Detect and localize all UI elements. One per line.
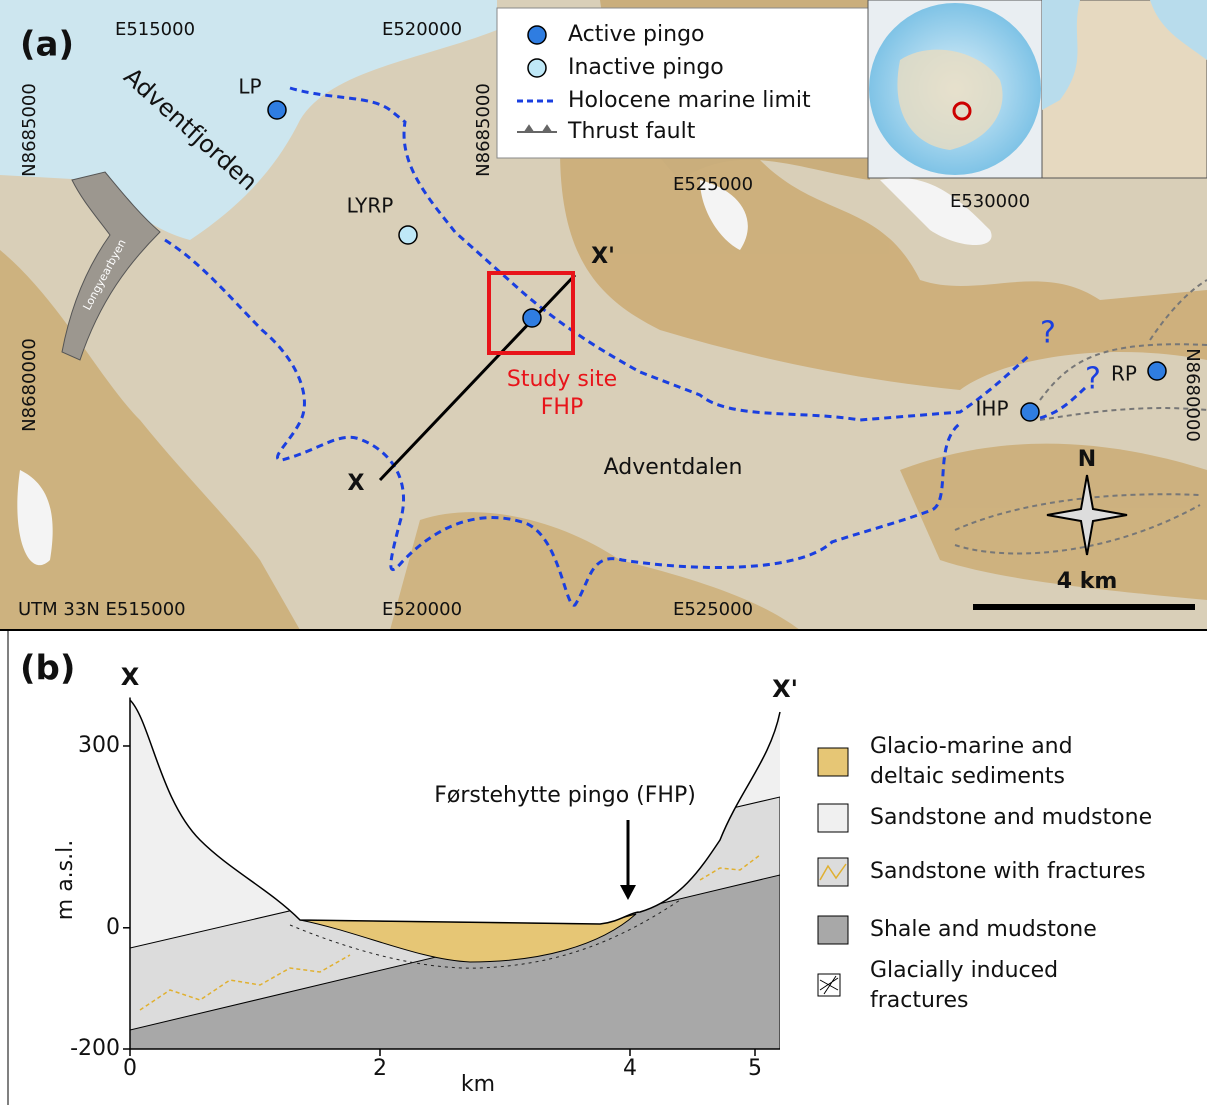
pingo-label: LYRP [347,194,394,218]
panel-label: (b) [20,649,75,689]
figure: Longyearbyen (a) E515000 E520000 E525000… [0,0,1207,1105]
x-tick-label: 2 [373,1056,387,1081]
y-tick-label: 300 [78,733,120,758]
x-axis-label: km [461,1072,495,1097]
legend-label: deltaic sediments [870,764,1065,789]
profile-end: X' [772,675,798,703]
legend-label: Sandstone and mudstone [870,805,1152,830]
pingo-label: IHP [976,397,1009,421]
x-tick-label: 5 [748,1056,762,1081]
coord-label: N8685000 [473,83,494,177]
panel-label: (a) [20,25,74,65]
profile-end: X [348,471,365,496]
legend-label: Inactive pingo [568,55,724,80]
coord-label: E515000 [115,19,195,40]
legend-swatch [818,858,848,886]
legend-swatch [818,916,848,944]
profile-end: X [121,663,140,691]
coord-label: E520000 [382,599,462,620]
pingo-label: LP [238,75,261,99]
legend-label: Active pingo [568,22,705,47]
coord-label: UTM 33N E515000 [18,599,186,620]
active-pingo [1148,362,1166,380]
scale-label: 4 km [1057,569,1118,594]
annotation-arrowhead [620,885,636,900]
legend-label: Sandstone with fractures [870,859,1146,884]
coord-label: E530000 [950,191,1030,212]
page: Adventdalen pingo map and cross-section … [0,0,1207,1105]
legend: Glacio-marine and deltaic sediments Sandst… [870,734,1152,1013]
legend-label: Thrust fault [567,119,696,144]
legend-label: Shale and mudstone [870,917,1097,942]
legend-swatch [818,748,848,776]
legend-symbol [528,26,546,44]
study-site-label: FHP [541,395,583,420]
place-label: Adventdalen [604,455,743,480]
y-tick-label: -200 [70,1036,120,1061]
x-tick-label: 4 [623,1056,637,1081]
coord-label: E520000 [382,19,462,40]
coord-label: E525000 [673,599,753,620]
y-tick-label: 0 [106,915,120,940]
study-site-label: Study site [507,367,617,392]
legend-label: fractures [870,988,969,1013]
active-pingo [1021,403,1039,421]
geology [130,690,780,1050]
pingo-label: RP [1111,362,1137,386]
legend-swatch [818,804,848,832]
inactive-pingo [399,226,417,244]
legend-label: Holocene marine limit [568,88,811,113]
annotation: Førstehytte pingo (FHP) [434,783,696,808]
active-pingo [523,309,541,327]
coord-label: N8680000 [19,338,40,432]
body: Longyearbyen (a) E515000 E520000 E525000… [0,0,1207,1105]
legend-label: Glacially induced [870,958,1058,983]
unknown-mark: ? [1040,316,1056,351]
coord-label: N8680000 [1182,348,1203,442]
unknown-mark: ? [1085,362,1101,397]
coord-label: N8685000 [19,83,40,177]
profile-end: X' [591,244,615,269]
y-axis-label: m a.s.l. [53,840,78,920]
x-tick-label: 0 [123,1056,137,1081]
legend-symbol [528,59,546,77]
coord-label: E525000 [673,174,753,195]
north-label: N [1078,447,1096,472]
legend-label: Glacio-marine and [870,734,1073,759]
active-pingo [268,101,286,119]
